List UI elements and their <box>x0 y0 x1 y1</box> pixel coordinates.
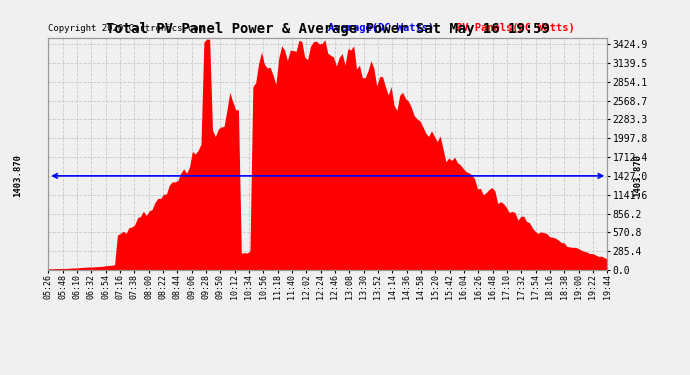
Text: Average(DC Watts): Average(DC Watts) <box>328 23 434 33</box>
Text: PV Panels(DC Watts): PV Panels(DC Watts) <box>456 23 575 33</box>
Text: 1403.870: 1403.870 <box>13 154 22 197</box>
Title: Total PV Panel Power & Average Power Sat May 16 19:59: Total PV Panel Power & Average Power Sat… <box>106 22 550 36</box>
Text: Copyright 2020 Cartronics.com: Copyright 2020 Cartronics.com <box>48 24 204 33</box>
Text: 1403.870: 1403.870 <box>633 154 642 197</box>
